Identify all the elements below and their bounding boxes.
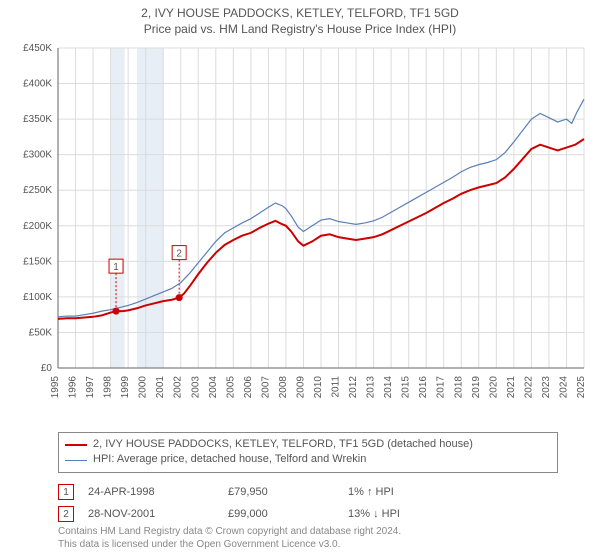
transaction-date: 28-NOV-2001 (88, 508, 228, 520)
svg-text:2015: 2015 (401, 376, 412, 399)
legend-swatch-icon (65, 444, 87, 446)
svg-text:2014: 2014 (383, 376, 394, 399)
svg-text:2006: 2006 (243, 376, 254, 399)
svg-text:1997: 1997 (85, 376, 96, 399)
svg-text:2003: 2003 (190, 376, 201, 399)
svg-text:2024: 2024 (558, 376, 569, 399)
transaction-price: £99,000 (228, 508, 348, 520)
svg-text:2007: 2007 (260, 376, 271, 399)
transaction-price: £79,950 (228, 486, 348, 498)
svg-text:1998: 1998 (103, 376, 114, 399)
svg-text:2002: 2002 (173, 376, 184, 399)
svg-text:2023: 2023 (541, 376, 552, 399)
chart-container: 2, IVY HOUSE PADDOCKS, KETLEY, TELFORD, … (0, 0, 600, 560)
transaction-rows: 1 24-APR-1998 £79,950 1% ↑ HPI 2 28-NOV-… (58, 478, 558, 522)
legend-label: HPI: Average price, detached house, Telf… (93, 452, 366, 467)
svg-text:2000: 2000 (138, 376, 149, 399)
svg-text:2016: 2016 (418, 376, 429, 399)
svg-text:£250K: £250K (23, 185, 52, 196)
svg-text:2001: 2001 (155, 376, 166, 399)
svg-text:2010: 2010 (313, 376, 324, 399)
chart-titles: 2, IVY HOUSE PADDOCKS, KETLEY, TELFORD, … (0, 0, 600, 36)
svg-text:2009: 2009 (295, 376, 306, 399)
svg-text:£400K: £400K (23, 79, 52, 90)
svg-text:2008: 2008 (278, 376, 289, 399)
svg-text:2005: 2005 (225, 376, 236, 399)
svg-text:2019: 2019 (471, 376, 482, 399)
chart-area: £0 £50K £100K £150K £200K £250K £300K £350K £400… (0, 44, 600, 420)
svg-text:2004: 2004 (208, 376, 219, 399)
legend-label: 2, IVY HOUSE PADDOCKS, KETLEY, TELFORD, … (93, 437, 473, 452)
svg-text:2013: 2013 (366, 376, 377, 399)
transaction-row: 1 24-APR-1998 £79,950 1% ↑ HPI (58, 484, 558, 500)
svg-text:2022: 2022 (523, 376, 534, 399)
svg-text:2017: 2017 (436, 376, 447, 399)
legend-item: HPI: Average price, detached house, Telf… (65, 452, 551, 467)
svg-text:£350K: £350K (23, 114, 52, 125)
svg-text:£450K: £450K (23, 44, 52, 54)
title-address: 2, IVY HOUSE PADDOCKS, KETLEY, TELFORD, … (0, 6, 600, 20)
svg-text:2020: 2020 (488, 376, 499, 399)
svg-text:2011: 2011 (331, 376, 342, 398)
transaction-marker-icon: 1 (58, 484, 74, 500)
svg-text:1: 1 (113, 262, 119, 273)
svg-text:1995: 1995 (50, 376, 61, 399)
transaction-hpi: 13% ↓ HPI (348, 508, 400, 520)
svg-text:2018: 2018 (453, 376, 464, 399)
svg-text:£0: £0 (41, 363, 53, 374)
legend-item: 2, IVY HOUSE PADDOCKS, KETLEY, TELFORD, … (65, 437, 551, 452)
transaction-row: 2 28-NOV-2001 £99,000 13% ↓ HPI (58, 506, 558, 522)
svg-text:£100K: £100K (23, 292, 52, 303)
chart-svg: £0 £50K £100K £150K £200K £250K £300K £350K £400… (0, 44, 600, 420)
transaction-hpi: 1% ↑ HPI (348, 486, 394, 498)
svg-text:£200K: £200K (23, 221, 52, 232)
svg-text:2021: 2021 (506, 376, 517, 399)
legend: 2, IVY HOUSE PADDOCKS, KETLEY, TELFORD, … (58, 432, 558, 473)
svg-text:1996: 1996 (68, 376, 79, 399)
transaction-marker-icon: 2 (58, 506, 74, 522)
svg-text:2: 2 (176, 249, 182, 260)
legend-swatch-icon (65, 460, 87, 461)
svg-text:£150K: £150K (23, 256, 52, 267)
footnote-line: Contains HM Land Registry data © Crown c… (58, 526, 401, 537)
footnote: Contains HM Land Registry data © Crown c… (58, 526, 558, 551)
footnote-line: This data is licensed under the Open Gov… (58, 539, 340, 550)
transaction-date: 24-APR-1998 (88, 486, 228, 498)
svg-text:1999: 1999 (120, 376, 131, 399)
svg-text:2025: 2025 (576, 376, 587, 399)
svg-text:£300K: £300K (23, 150, 52, 161)
svg-text:2012: 2012 (348, 376, 359, 399)
title-subtitle: Price paid vs. HM Land Registry's House … (0, 22, 600, 36)
svg-text:£50K: £50K (29, 327, 53, 338)
